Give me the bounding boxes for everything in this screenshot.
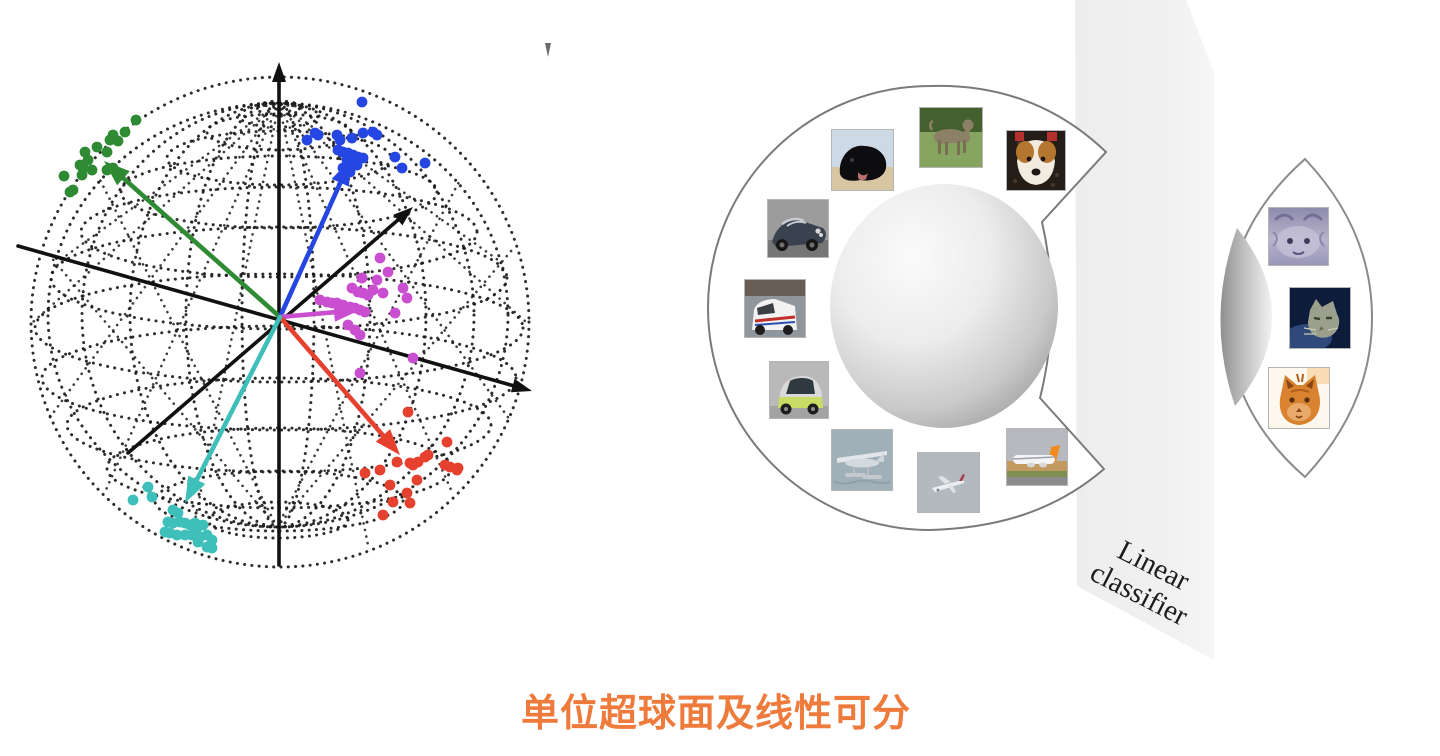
photo-cat-abstract (1269, 208, 1328, 265)
hypersphere-figure (16, 62, 532, 569)
feature-clusters (58, 96, 464, 554)
unit-sphere-3d (830, 184, 1058, 428)
photo-white-car (745, 280, 805, 337)
cluster-red (359, 406, 464, 521)
photo-seaplane (832, 430, 892, 490)
vector-cyan (185, 314, 283, 503)
vector-red (277, 314, 400, 455)
classifier-plane (1075, 0, 1214, 660)
photo-dog-brown-white (1007, 131, 1065, 190)
photo-dog-black (832, 130, 893, 190)
cluster-green (58, 114, 142, 198)
slide-caption: 单位超球面及线性可分 (520, 693, 911, 735)
axis-diagonal-up (126, 207, 413, 455)
cluster-magenta (314, 252, 419, 379)
axes (16, 62, 532, 567)
photo-dog-on-grass (920, 108, 982, 167)
axis-diagonal-right (16, 244, 532, 393)
photo-smart-car (770, 362, 828, 418)
photo-sports-car (768, 200, 828, 257)
small-sphere-dome (1220, 228, 1273, 406)
stray-tick-mark (545, 43, 551, 57)
cluster-blue (301, 96, 431, 178)
photo-orange-jet (1007, 429, 1067, 485)
cluster-cyan (127, 481, 218, 554)
photo-cat-dark (1290, 288, 1350, 348)
separability-figure (707, 0, 1374, 660)
photo-cat-orange (1269, 368, 1329, 428)
photo-plane-in-sky (918, 453, 979, 512)
